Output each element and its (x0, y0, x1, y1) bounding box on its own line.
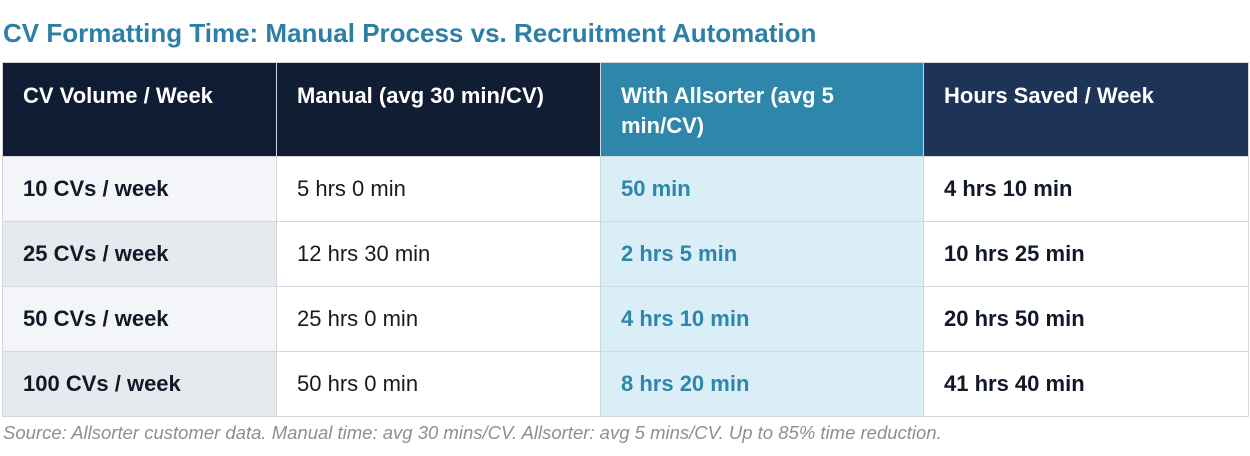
column-header: With Allsorter (avg 5 min/CV) (600, 62, 924, 157)
title: CV Formatting Time: Manual Process vs. R… (3, 18, 817, 48)
table-cell: 100 CVs / week (2, 351, 277, 417)
table-row: 50 CVs / week 25 hrs 0 min 4 hrs 10 min 20 … (2, 286, 1249, 352)
table-cell: 10 CVs / week (2, 156, 277, 222)
table-cell: 4 hrs 10 min (600, 286, 924, 352)
table-cell: 5 hrs 0 min (276, 156, 601, 222)
table: CV Volume / Week Manual (avg 30 min/CV) Wi… (2, 62, 1249, 417)
table-row: 25 CVs / week 12 hrs 30 min 2 hrs 5 min 10 … (2, 221, 1249, 287)
table-cell: 10 hrs 25 min (923, 221, 1249, 287)
table-cell: 25 CVs / week (2, 221, 277, 287)
table-cell: 25 hrs 0 min (276, 286, 601, 352)
table-body: 10 CVs / week 5 hrs 0 min 50 min 4 hrs 10 m… (2, 156, 1249, 417)
table-cell: 50 hrs 0 min (276, 351, 601, 417)
column-header: Manual (avg 30 min/CV) (276, 62, 601, 157)
source-note: Source: Allsorter customer data. Manual … (3, 422, 942, 443)
table-cell: 20 hrs 50 min (923, 286, 1249, 352)
table-cell: 2 hrs 5 min (600, 221, 924, 287)
table-cell: 50 min (600, 156, 924, 222)
table-cell: 12 hrs 30 min (276, 221, 601, 287)
table-cell: 4 hrs 10 min (923, 156, 1249, 222)
column-header: CV Volume / Week (2, 62, 277, 157)
table-cell: 8 hrs 20 min (600, 351, 924, 417)
table-row: 10 CVs / week 5 hrs 0 min 50 min 4 hrs 10 m… (2, 156, 1249, 222)
table-cell: 41 hrs 40 min (923, 351, 1249, 417)
column-header: Hours Saved / Week (923, 62, 1249, 157)
table-cell: 50 CVs / week (2, 286, 277, 352)
header-row: CV Volume / Week Manual (avg 30 min/CV) Wi… (2, 62, 1249, 157)
table-row: 100 CVs / week 50 hrs 0 min 8 hrs 20 min 41… (2, 351, 1249, 417)
